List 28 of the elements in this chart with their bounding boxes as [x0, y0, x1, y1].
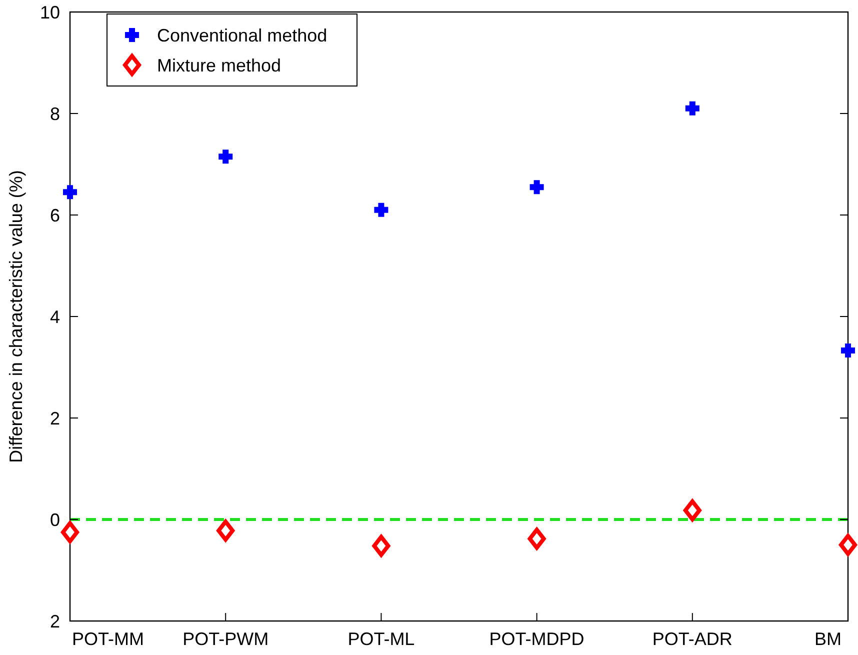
x-tick-label: POT-PWM	[182, 629, 269, 649]
point	[63, 185, 77, 200]
y-tick-label: 10	[40, 2, 60, 22]
y-tick-label: 4	[50, 306, 60, 327]
legend-label: Conventional method	[157, 25, 328, 46]
y-tick-label: 2	[50, 611, 60, 632]
x-tick-label: POT-MDPD	[489, 629, 584, 649]
point	[61, 521, 79, 544]
x-tick-label: POT-MM	[72, 629, 144, 649]
y-tick-label: 6	[50, 205, 60, 226]
x-tick-label: BM	[814, 629, 842, 649]
point	[841, 344, 855, 358]
y-tick-label: 0	[50, 510, 60, 530]
y-tick-label: 8	[50, 104, 60, 124]
point	[216, 520, 235, 542]
point	[683, 499, 702, 522]
point	[528, 528, 546, 550]
x-tick-label: POT-ADR	[652, 629, 732, 649]
point	[530, 180, 544, 194]
point	[839, 534, 857, 556]
legend-label: Mixture method	[157, 55, 282, 76]
point	[685, 101, 700, 116]
point	[374, 202, 388, 217]
x-tick-label: POT-ML	[348, 629, 415, 649]
y-tick-label: 2	[50, 408, 60, 428]
point	[372, 534, 390, 557]
point	[218, 150, 233, 164]
y-axis-title: Difference in characteristic value (%)	[6, 170, 26, 463]
